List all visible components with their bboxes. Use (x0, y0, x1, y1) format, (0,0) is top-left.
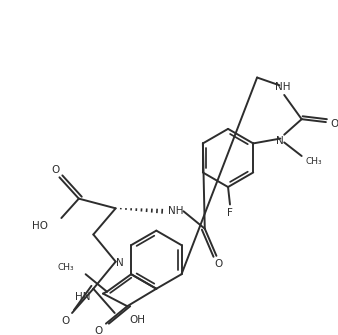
Text: O: O (61, 316, 69, 326)
Text: NH: NH (274, 82, 290, 92)
Text: N: N (276, 135, 284, 145)
Text: O: O (331, 119, 338, 129)
Text: OH: OH (129, 315, 145, 325)
Text: NH: NH (168, 206, 184, 216)
Text: O: O (94, 326, 102, 335)
Text: HN: HN (75, 291, 91, 302)
Text: O: O (51, 164, 60, 175)
Text: HO: HO (32, 221, 48, 231)
Text: O: O (214, 259, 222, 269)
Text: F: F (227, 208, 233, 218)
Text: N: N (116, 258, 123, 268)
Text: CH₃: CH₃ (57, 263, 74, 272)
Text: CH₃: CH₃ (306, 157, 322, 166)
